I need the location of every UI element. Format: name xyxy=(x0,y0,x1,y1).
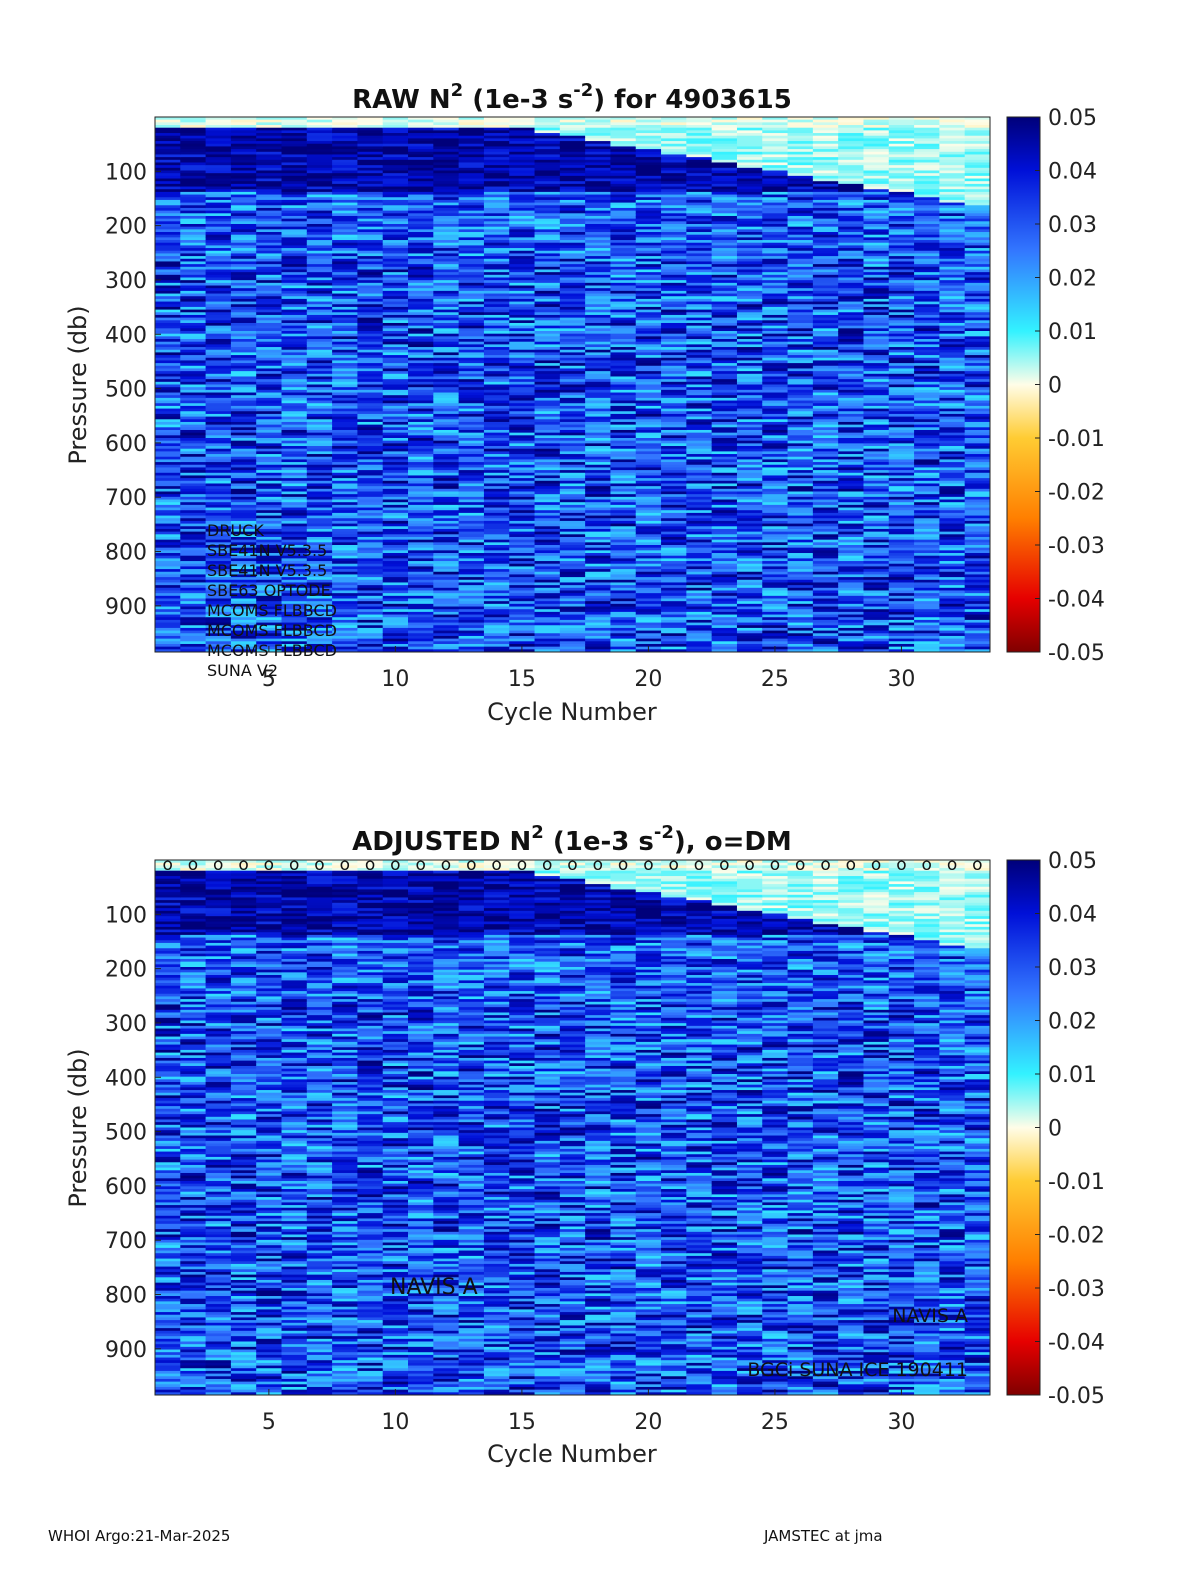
raw-panel: RAW N2 (1e-3 s-2) for 4903615 5 10 15 20 25 3… xyxy=(64,80,1105,726)
raw-title: RAW N2 (1e-3 s-2) for 4903615 xyxy=(352,80,792,115)
